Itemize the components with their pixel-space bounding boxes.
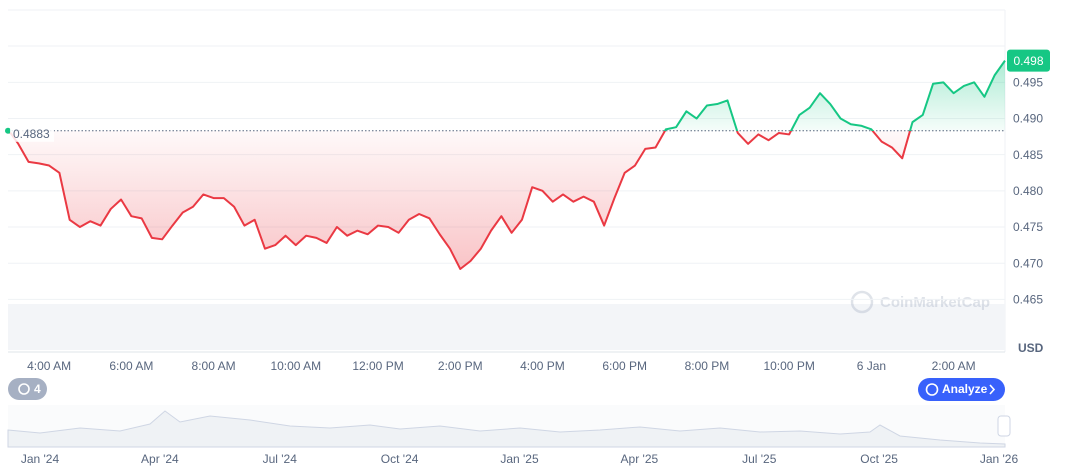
badge-icon <box>18 383 30 395</box>
x-tick-label: 4:00 PM <box>520 359 565 373</box>
baseline-label-bg <box>10 125 54 142</box>
navigator-label: Apr '25 <box>621 452 659 466</box>
navigator: Jan '24 Apr '24 Jul '24 Oct '24 Jan '25 Apr '… <box>7 405 1019 466</box>
currency-label: USD <box>1018 341 1044 355</box>
watermark: CoinMarketCap <box>850 290 990 314</box>
analyze-button[interactable]: Analyze <box>918 378 1005 401</box>
y-tick-label: 0.475 <box>1013 220 1043 234</box>
y-tick-label: 0.470 <box>1013 256 1043 270</box>
y-tick-label: 0.490 <box>1013 112 1043 126</box>
x-tick-label: 2:00 PM <box>438 359 483 373</box>
navigator-handle[interactable] <box>997 415 1011 437</box>
baseline-dot <box>5 127 11 134</box>
badge-bg[interactable] <box>8 378 47 400</box>
price-area <box>8 60 1005 269</box>
badge-count: 4 <box>34 382 41 396</box>
analyze-text: Analyze <box>942 382 988 396</box>
x-tick-label: 4:00 AM <box>27 359 71 373</box>
navigator-label: Jul '25 <box>742 452 777 466</box>
analyze-chevron <box>989 384 996 395</box>
x-tick-label: 6:00 PM <box>602 359 647 373</box>
x-tick-label: 12:00 PM <box>352 359 403 373</box>
price-line <box>7 60 1006 270</box>
navigator-label: Oct '24 <box>381 452 419 466</box>
navigator-label: Jan '24 <box>21 452 60 466</box>
x-tick-label: 6:00 AM <box>109 359 153 373</box>
plot: 0.465 0.470 0.475 0.480 0.485 0.490 0.495 4:00 … <box>5 49 1050 373</box>
navigator-label: Apr '24 <box>141 452 179 466</box>
current-price-tag <box>1007 49 1050 72</box>
analyze-bg[interactable] <box>918 378 1005 401</box>
x-tick-label: 10:00 PM <box>763 359 814 373</box>
x-tick-label: 8:00 AM <box>192 359 236 373</box>
x-tick-label: 2:00 AM <box>932 359 976 373</box>
watermark-text: CoinMarketCap <box>880 294 990 311</box>
events-badge[interactable]: 4 <box>8 378 47 400</box>
navigator-label: Jan '25 <box>500 452 539 466</box>
x-tick-label: 10:00 AM <box>270 359 321 373</box>
navigator-label: Jul '24 <box>263 452 298 466</box>
x-tick-label: 8:00 PM <box>685 359 730 373</box>
navigator-label: Oct '25 <box>860 452 898 466</box>
x-tick-label: 6 Jan <box>857 359 886 373</box>
analyze-icon <box>925 383 939 396</box>
navigator-label: Jan '26 <box>980 452 1019 466</box>
y-tick-label: 0.465 <box>1013 293 1043 307</box>
baseline-label: 0.4883 <box>13 127 50 141</box>
navigator-area <box>7 410 1006 448</box>
y-tick-label: 0.480 <box>1013 184 1043 198</box>
y-tick-label: 0.495 <box>1013 76 1043 90</box>
volume-band <box>8 304 1005 350</box>
current-price-label: 0.498 <box>1013 54 1043 68</box>
y-tick-label: 0.485 <box>1013 148 1043 162</box>
